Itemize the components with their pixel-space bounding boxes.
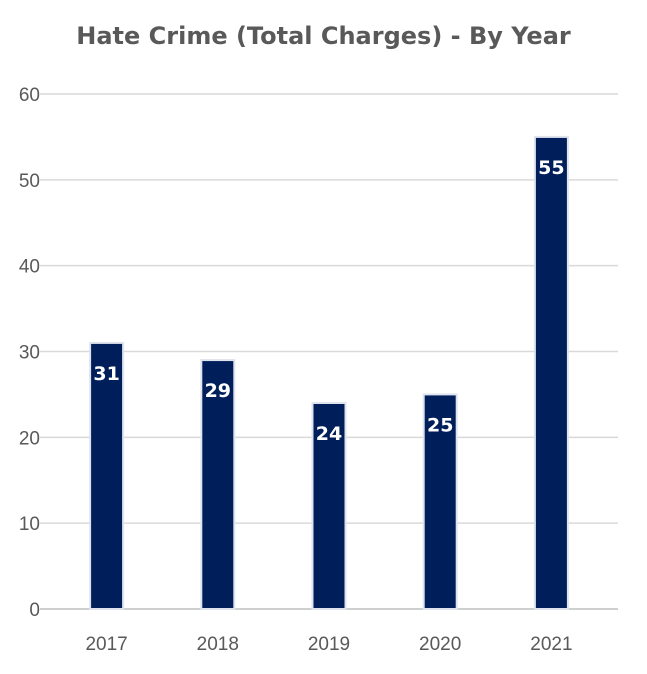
data-label-2017: 31 bbox=[93, 363, 119, 385]
x-tick-label: 2019 bbox=[308, 634, 350, 655]
y-tick-label: 20 bbox=[19, 428, 40, 449]
x-axis-ticks: 2017 2018 2019 2020 2021 bbox=[85, 634, 572, 655]
x-tick-label: 2020 bbox=[419, 634, 461, 655]
bar-2020 bbox=[422, 393, 458, 610]
data-label-2021: 55 bbox=[538, 157, 564, 179]
x-tick-label: 2017 bbox=[85, 634, 127, 655]
y-tick-label: 30 bbox=[19, 343, 40, 364]
bar-2017 bbox=[89, 341, 125, 610]
x-tick-label: 2018 bbox=[197, 634, 239, 655]
data-label-2019: 24 bbox=[316, 423, 342, 445]
bar-2021 bbox=[533, 135, 569, 611]
x-tick-label: 2021 bbox=[530, 634, 572, 655]
y-tick-label: 10 bbox=[19, 514, 40, 535]
chart-title: Hate Crime (Total Charges) - By Year bbox=[76, 22, 571, 50]
y-tick-label: 60 bbox=[19, 85, 40, 106]
y-tick-label: 40 bbox=[19, 257, 40, 278]
bars bbox=[89, 135, 569, 611]
y-tick-label: 0 bbox=[29, 600, 40, 621]
data-label-2018: 29 bbox=[205, 380, 231, 402]
data-label-2020: 25 bbox=[427, 414, 453, 436]
y-tick-label: 50 bbox=[19, 171, 40, 192]
bar-2018 bbox=[200, 359, 236, 611]
bar-2019 bbox=[311, 402, 347, 610]
data-labels: 31 29 24 25 55 bbox=[93, 157, 564, 445]
y-axis-ticks: 0 10 20 30 40 50 60 bbox=[19, 85, 40, 621]
